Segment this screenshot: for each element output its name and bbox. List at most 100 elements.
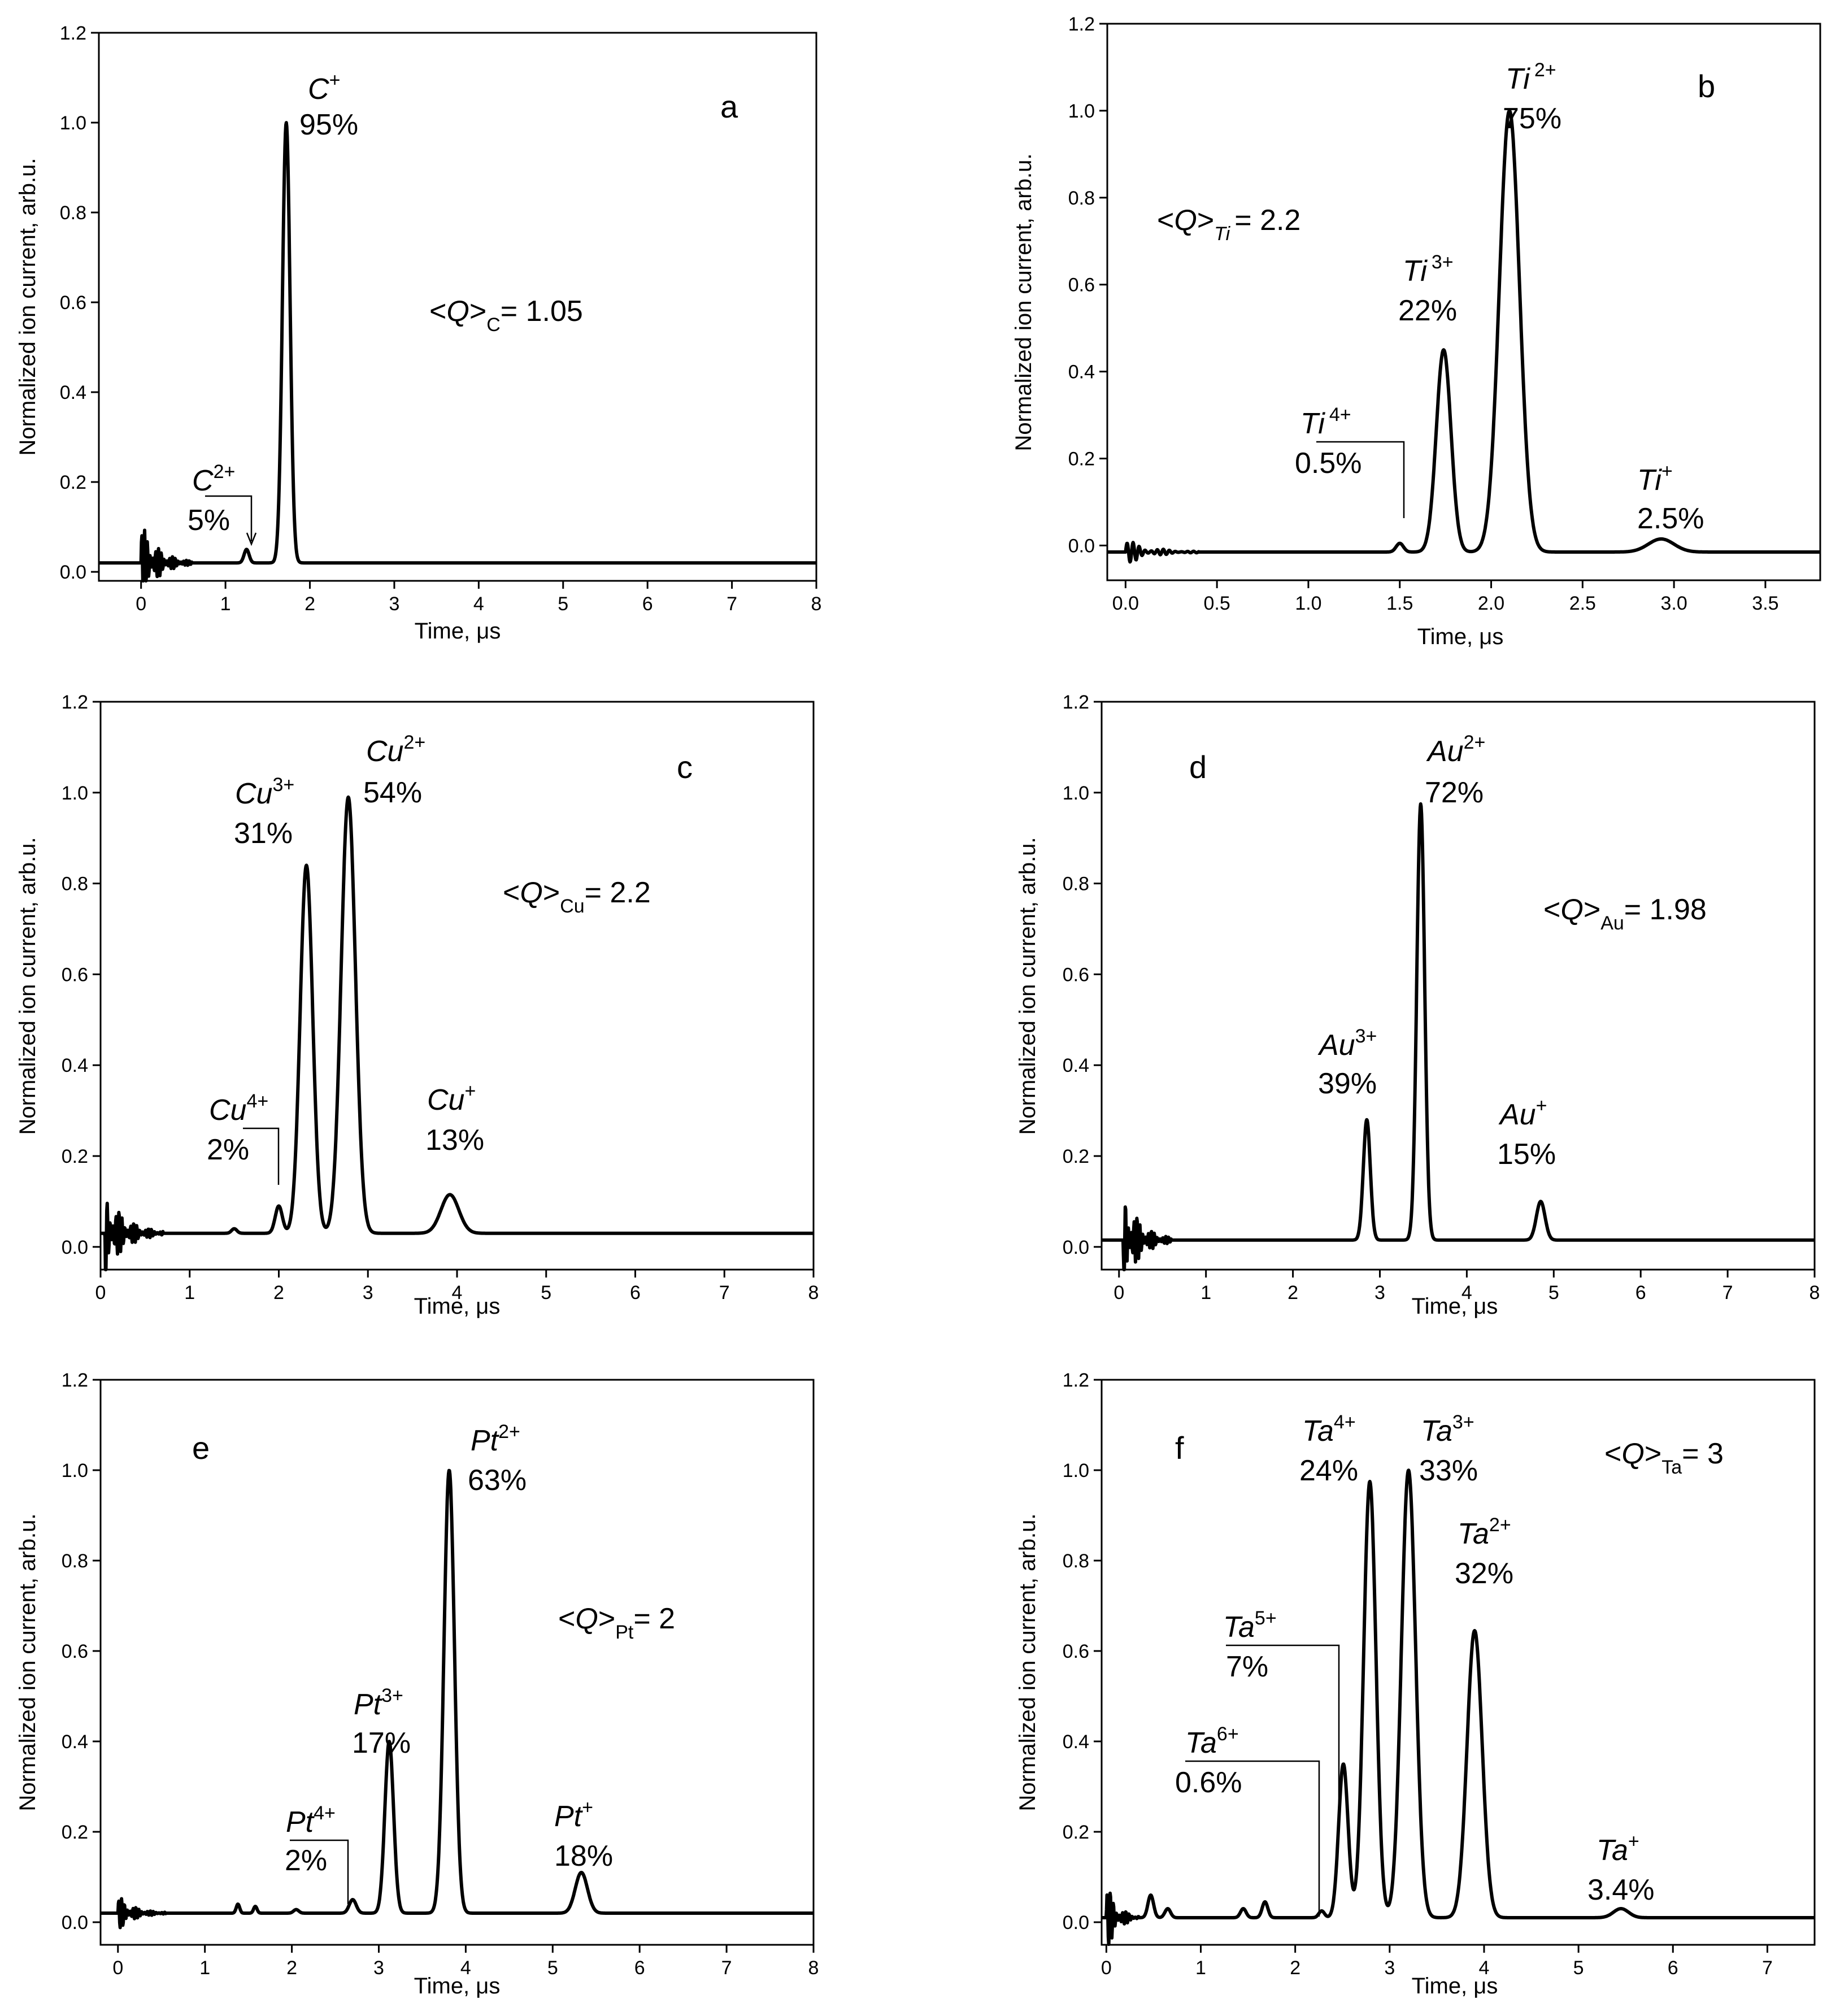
y-tick-label: 0.2 <box>62 1146 88 1167</box>
x-tick-label: 3.5 <box>1752 593 1778 614</box>
x-tick-label: 7 <box>1762 1957 1773 1979</box>
x-tick-label: 0 <box>1101 1957 1112 1979</box>
x-tick-label: 6 <box>642 593 653 615</box>
ion-current-trace <box>99 1468 815 1930</box>
y-tick-label: 1.2 <box>1068 14 1095 35</box>
x-tick-label: 5 <box>558 593 568 615</box>
svg-text:Au+: Au+ <box>1498 1095 1547 1131</box>
plot-frame <box>99 701 815 1271</box>
x-tick-label: 2 <box>1290 1957 1300 1979</box>
ion-current-trace <box>1100 1468 1816 1947</box>
svg-text:Ta3+: Ta3+ <box>1421 1411 1474 1448</box>
y-tick-label: 0.2 <box>1068 449 1095 470</box>
y-tick-label: 1.0 <box>1068 101 1095 122</box>
y-axis-label: Normalized ion current, arb.u. <box>1011 154 1036 451</box>
y-tick-label: 0.6 <box>60 292 86 314</box>
label-cu-4plus: Cu4+ 2% <box>207 1090 280 1185</box>
x-tick-label: 3 <box>1374 1282 1385 1304</box>
label-ta-6plus: Ta6+ 0.6% <box>1175 1723 1320 1917</box>
svg-text:Ta6+: Ta6+ <box>1185 1723 1239 1759</box>
svg-text:18%: 18% <box>554 1840 613 1872</box>
x-tick-label: 1 <box>199 1957 210 1979</box>
svg-text:15%: 15% <box>1497 1138 1556 1171</box>
plot-frame <box>99 1379 815 1946</box>
x-axis-label: Time, μs <box>415 619 501 644</box>
svg-text:C2+: C2+ <box>192 461 235 497</box>
svg-text:22%: 22% <box>1398 294 1457 327</box>
svg-text:Ti2+: Ti 2+ <box>1506 59 1556 95</box>
svg-text:13%: 13% <box>425 1124 484 1157</box>
x-tick-label: 5 <box>547 1957 558 1979</box>
plot-area: 0 1 2 3 4 5 6 7 8 0.0 0.2 0.4 0.6 0.8 1.0 1.2 c Cu2+ 54… <box>62 692 819 1304</box>
svg-text:C+: C+ <box>308 69 340 106</box>
y-tick-label: 0.4 <box>62 1055 88 1076</box>
x-tick-label: 3.0 <box>1660 593 1687 614</box>
x-tick-label: 8 <box>808 1957 819 1979</box>
svg-text:63%: 63% <box>468 1464 527 1497</box>
chart-panel-c: 0 1 2 3 4 5 6 7 8 0.0 0.2 0.4 0.6 0.8 1.0 1.2 c Cu2+ 54… <box>15 692 819 1319</box>
x-tick-label: 2 <box>305 593 315 615</box>
svg-text:54%: 54% <box>363 776 422 809</box>
svg-text:24%: 24% <box>1299 1454 1358 1487</box>
x-tick-label: 0 <box>95 1282 106 1304</box>
y-tick-label: 0.2 <box>1063 1146 1089 1167</box>
plot-frame <box>1106 23 1821 581</box>
svg-text:0.6%: 0.6% <box>1175 1766 1242 1799</box>
svg-text:Cu3+: Cu3+ <box>235 774 294 810</box>
y-axis-label: Normalized ion current, arb.u. <box>15 837 40 1135</box>
label-pt-4plus: Pt4+ 2% <box>285 1802 349 1904</box>
mean-charge: <Q>Au= 1.98 <box>1543 893 1707 934</box>
mean-charge: <Q>Ta= 3 <box>1604 1437 1724 1478</box>
x-tick-label: 4 <box>473 593 484 615</box>
y-tick-label: 0.0 <box>62 1912 88 1934</box>
label-ti-2plus: Ti 2+ 75% <box>1503 59 1561 135</box>
y-tick-label: 1.2 <box>62 1370 88 1391</box>
svg-text:31%: 31% <box>234 817 293 850</box>
x-tick-label: 1 <box>1195 1957 1206 1979</box>
x-tick-label: 8 <box>811 593 822 615</box>
chart-panel-d: 0 1 2 3 4 5 6 7 8 0.0 0.2 0.4 0.6 0.8 1.0 1.2 d Au2+ 72… <box>1015 692 1820 1319</box>
x-axis-label: Time, μs <box>1412 1974 1498 1998</box>
leader-line <box>1316 441 1405 518</box>
panel-letter: b <box>1698 68 1715 104</box>
x-tick-label: 1.0 <box>1295 593 1321 614</box>
x-tick-label: 4 <box>1461 1282 1472 1304</box>
y-tick-label: 1.2 <box>62 692 88 713</box>
ion-symbol: C <box>192 464 214 497</box>
x-tick-label: 0.5 <box>1204 593 1230 614</box>
label-ta-plus: Ta+ 3.4% <box>1587 1831 1655 1906</box>
x-tick-label: 3 <box>373 1957 384 1979</box>
y-tick-label: 0.2 <box>60 472 86 493</box>
x-tick-label: 8 <box>808 1282 819 1304</box>
ion-symbol: C <box>308 73 329 106</box>
plot-area: 0 1 2 3 4 5 6 7 0.0 0.2 0.4 0.6 0.8 1.0 1.2 f Ta4+ 24%… <box>1063 1370 1816 1979</box>
panel-letter: e <box>192 1430 210 1466</box>
svg-text:72%: 72% <box>1425 776 1484 809</box>
y-tick-label: 0.0 <box>1068 535 1095 557</box>
y-tick-label: 0.2 <box>1063 1822 1089 1843</box>
svg-text:Pt4+: Pt4+ <box>286 1802 336 1839</box>
y-tick-label: 0.8 <box>1063 874 1089 895</box>
y-tick-label: 1.2 <box>60 23 86 44</box>
y-tick-label: 0.0 <box>60 562 86 583</box>
y-axis-label: Normalized ion current, arb.u. <box>15 1514 40 1811</box>
y-tick-label: 0.0 <box>1063 1237 1089 1258</box>
y-tick-label: 0.6 <box>62 964 88 985</box>
label-ti-4plus: Ti 4+ 0.5% <box>1295 404 1405 518</box>
y-tick-label: 0.0 <box>1063 1912 1089 1934</box>
x-tick-label: 0.0 <box>1112 593 1139 614</box>
label-pt-plus: Pt+ 18% <box>554 1797 613 1872</box>
label-cu-2plus: Cu2+ 54% <box>363 732 425 809</box>
x-axis-label: Time, μs <box>414 1974 501 1998</box>
ion-percent: 5% <box>188 504 230 537</box>
plot-area: 0.0 0.5 1.0 1.5 2.0 2.5 3.0 3.5 0.0 0.2 0.4 0.6 0.8 1… <box>1068 14 1822 614</box>
label-ta-2plus: Ta2+ 32% <box>1455 1514 1513 1590</box>
y-tick-label: 0.0 <box>62 1237 88 1258</box>
ion-current-trace <box>99 795 815 1271</box>
svg-text:Ti4+: Ti 4+ <box>1300 404 1351 440</box>
label-c-plus: C+ 95% <box>299 69 358 141</box>
y-tick-label: 1.0 <box>1063 1460 1089 1481</box>
x-tick-label: 3 <box>363 1282 373 1304</box>
x-axis-label: Time, μs <box>414 1294 501 1319</box>
mean-charge: <Q>Ti = 2.2 <box>1157 204 1300 245</box>
